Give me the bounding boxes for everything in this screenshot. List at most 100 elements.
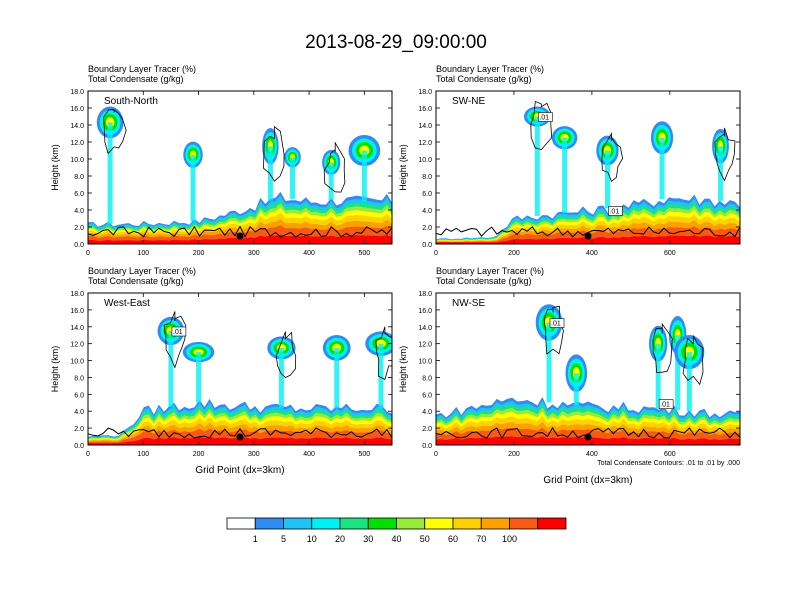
y-tick-label: 16.0 <box>70 106 84 113</box>
y-axis-label: Height (km) <box>398 144 408 191</box>
condensate-contour <box>530 100 553 151</box>
y-axis-label: Height (km) <box>398 346 408 393</box>
x-tick-label: 300 <box>248 451 260 458</box>
panel-title-condensate: Total Condensate (g/kg) <box>436 74 532 84</box>
colorbar-swatch <box>424 517 454 530</box>
x-tick-label: 200 <box>508 451 520 458</box>
y-tick-label: 10.0 <box>418 359 432 366</box>
y-axis-label: Height (km) <box>50 346 60 393</box>
terrain-line <box>88 225 392 238</box>
convective-plume <box>322 149 341 201</box>
panel-title-tracer: Boundary Layer Tracer (%) <box>436 266 544 276</box>
y-tick-label: 6.0 <box>422 191 432 198</box>
contour-label-box <box>549 318 565 328</box>
colorbar-label: 70 <box>476 534 486 544</box>
y-tick-label: 0.0 <box>422 242 432 249</box>
condensate-contour <box>103 109 127 155</box>
contour-label-box <box>608 206 623 216</box>
x-tick-label: 400 <box>586 250 598 257</box>
y-tick-label: 0.0 <box>74 242 84 249</box>
y-tick-label: 12.0 <box>70 342 84 349</box>
x-tick-label: 0 <box>434 451 438 458</box>
condensate-contour <box>323 141 346 193</box>
condensate-contour <box>375 326 392 381</box>
location-marker <box>236 232 244 240</box>
x-tick-label: 100 <box>137 451 149 458</box>
colorbar-swatch <box>226 517 256 530</box>
colorbar-label: 1 <box>253 534 258 544</box>
convective-plume <box>96 106 124 225</box>
y-tick-label: 14.0 <box>70 123 84 130</box>
colorbar-label: 100 <box>502 534 517 544</box>
y-tick-label: 14.0 <box>70 325 84 332</box>
panel-label: South-North <box>104 96 158 107</box>
condensate-contour <box>275 331 297 379</box>
panel-label: West-East <box>104 298 150 309</box>
convective-plume <box>183 141 203 222</box>
x-tick-label: 400 <box>586 451 598 458</box>
condensate-contour <box>163 311 187 369</box>
colorbar-swatch <box>537 517 567 530</box>
y-tick-label: 12.0 <box>418 140 432 147</box>
location-marker <box>236 433 244 441</box>
tracer-level-band <box>88 436 392 445</box>
convective-plume <box>267 336 296 408</box>
colorbar-label: 50 <box>420 534 430 544</box>
condensate-contour <box>263 125 285 182</box>
colorbar-swatch <box>452 517 482 530</box>
x-tick-label: 0 <box>434 250 438 257</box>
y-tick-label: 18.0 <box>70 89 84 96</box>
x-axis-label: Grid Point (dx=3km) <box>195 465 284 476</box>
colorbar-swatch <box>396 517 426 530</box>
convective-plume <box>182 341 215 403</box>
panel-title-condensate: Total Condensate (g/kg) <box>88 74 184 84</box>
contour-label-box <box>538 112 553 122</box>
convective-plume <box>365 331 392 409</box>
y-tick-label: 4.0 <box>422 409 432 416</box>
x-tick-label: 0 <box>86 451 90 458</box>
convective-plume <box>650 121 674 199</box>
x-tick-label: 600 <box>664 250 676 257</box>
colorbar-swatch <box>367 517 397 530</box>
y-tick-label: 10.0 <box>418 157 432 164</box>
condensate-contour <box>652 322 673 374</box>
convective-plume <box>596 135 619 209</box>
colorbar-swatch <box>339 517 369 530</box>
panel-label: SW-NE <box>452 96 485 107</box>
x-tick-label: 200 <box>193 451 205 458</box>
y-tick-label: 6.0 <box>74 392 84 399</box>
contour-label-box <box>658 399 674 409</box>
tracer-field <box>88 106 392 244</box>
colorbar-swatch <box>283 517 313 530</box>
colorbar-label: 40 <box>391 534 401 544</box>
colorbar-label: 60 <box>448 534 458 544</box>
y-tick-label: 8.0 <box>74 375 84 382</box>
panel-title-condensate: Total Condensate (g/kg) <box>436 276 532 286</box>
y-tick-label: 14.0 <box>418 325 432 332</box>
panel-title-tracer: Boundary Layer Tracer (%) <box>436 64 544 74</box>
convective-plume <box>565 354 588 406</box>
location-marker <box>584 433 592 441</box>
y-tick-label: 4.0 <box>74 208 84 215</box>
colorbar-label: 10 <box>307 534 317 544</box>
panel-title-tracer: Boundary Layer Tracer (%) <box>88 64 196 74</box>
y-tick-label: 12.0 <box>418 342 432 349</box>
y-tick-label: 2.0 <box>422 225 432 232</box>
y-tick-label: 16.0 <box>418 106 432 113</box>
condensate-contour <box>543 305 564 355</box>
x-tick-label: 100 <box>137 250 149 257</box>
x-tick-label: 0 <box>86 250 90 257</box>
chart-panel-3: Boundary Layer Tracer (%)Total Condensat… <box>50 266 393 476</box>
x-tick-label: 400 <box>303 250 315 257</box>
plot-frame <box>87 292 393 446</box>
terrain-line <box>88 427 392 439</box>
x-tick-label: 500 <box>359 451 371 458</box>
y-tick-label: 12.0 <box>70 140 84 147</box>
y-tick-label: 4.0 <box>422 208 432 215</box>
x-tick-label: 200 <box>193 250 205 257</box>
y-tick-label: 8.0 <box>422 375 432 382</box>
x-tick-label: 300 <box>248 250 260 257</box>
panel-title-tracer: Boundary Layer Tracer (%) <box>88 266 196 276</box>
colorbar: 1 5 10 20 30 40 50 60 70 100 <box>226 517 567 544</box>
